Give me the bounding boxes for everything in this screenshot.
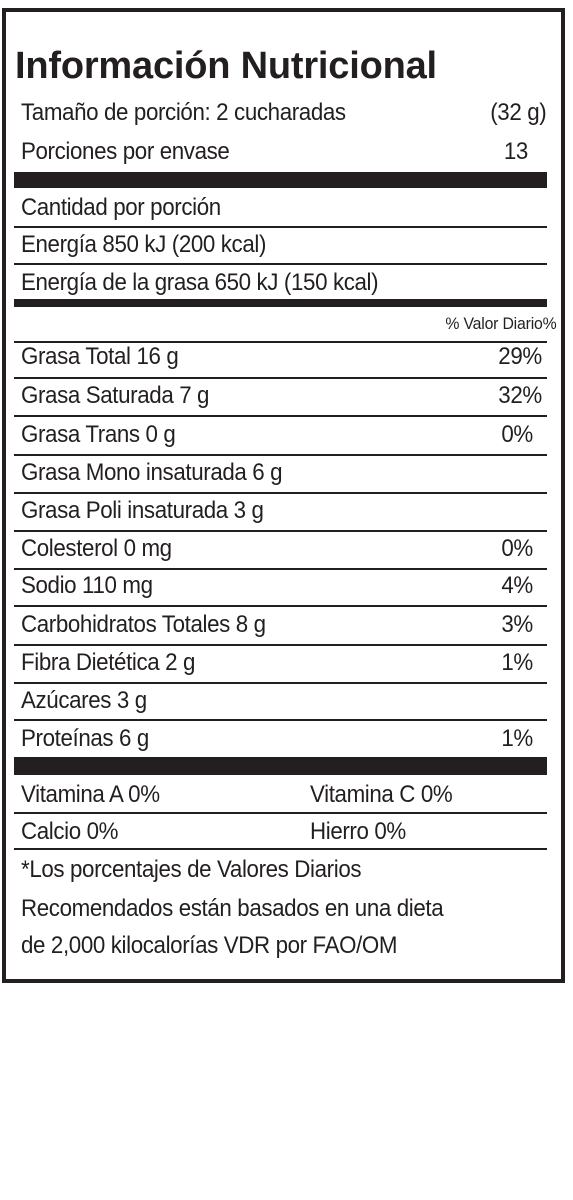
- nutrition-facts-label: [2, 8, 565, 983]
- footnote-line: de 2,000 kilocalorías VDR por FAO/OM: [21, 932, 398, 959]
- divider: [14, 454, 547, 456]
- divider: [14, 226, 547, 228]
- nutrient-name: Azúcares 3 g: [21, 687, 147, 714]
- nutrient-name: Sodio 110 mg: [21, 572, 153, 599]
- amount-per-serving: Cantidad por porción: [21, 194, 221, 221]
- footnote-line: Recomendados están basados en una dieta: [21, 895, 444, 922]
- energy-from-fat: Energía de la grasa 650 kJ (150 kcal): [21, 269, 379, 296]
- calcium: Calcio 0%: [21, 818, 119, 845]
- vitamin-c: Vitamina C 0%: [310, 781, 453, 808]
- divider: [14, 341, 547, 343]
- divider: [14, 605, 547, 607]
- divider: [14, 415, 547, 417]
- nutrient-daily-value: 1%: [501, 725, 533, 752]
- divider: [14, 848, 547, 850]
- thick-divider: [14, 757, 547, 775]
- nutrient-daily-value: 0%: [501, 535, 533, 562]
- nutrient-name: Carbohidratos Totales 8 g: [21, 611, 266, 638]
- nutrient-daily-value: 4%: [501, 572, 533, 599]
- nutrient-daily-value: 32%: [498, 382, 542, 409]
- nutrient-name: Grasa Saturada 7 g: [21, 382, 210, 409]
- divider: [14, 682, 547, 684]
- iron: Hierro 0%: [310, 818, 406, 845]
- nutrient-name: Grasa Total 16 g: [21, 343, 179, 370]
- nutrient-daily-value: 3%: [501, 611, 533, 638]
- nutrient-name: Proteínas 6 g: [21, 725, 149, 752]
- nutrient-name: Grasa Poli insaturada 3 g: [21, 497, 264, 524]
- nutrient-daily-value: 1%: [501, 649, 533, 676]
- serving-size-label: Tamaño de porción: 2 cucharadas: [21, 99, 346, 126]
- thick-divider: [14, 172, 547, 188]
- nutrient-name: Colesterol 0 mg: [21, 535, 172, 562]
- medium-divider: [14, 299, 547, 307]
- nutrient-name: Grasa Mono insaturada 6 g: [21, 459, 283, 486]
- divider: [14, 644, 547, 646]
- servings-per-container-label: Porciones por envase: [21, 138, 230, 165]
- energy: Energía 850 kJ (200 kcal): [21, 231, 267, 258]
- servings-per-container-value: 13: [503, 138, 528, 165]
- divider: [14, 568, 547, 570]
- footnote-line: *Los porcentajes de Valores Diarios: [21, 856, 362, 883]
- label-title: Información Nutricional: [15, 45, 437, 87]
- nutrient-daily-value: 29%: [498, 343, 542, 370]
- daily-value-header: % Valor Diario%: [445, 314, 557, 333]
- vitamin-a: Vitamina A 0%: [21, 781, 160, 808]
- nutrient-name: Grasa Trans 0 g: [21, 421, 176, 448]
- divider: [14, 812, 547, 814]
- divider: [14, 530, 547, 532]
- serving-size-value: (32 g): [489, 99, 546, 126]
- nutrient-name: Fibra Dietética 2 g: [21, 649, 196, 676]
- divider: [14, 719, 547, 721]
- nutrient-daily-value: 0%: [501, 421, 533, 448]
- divider: [14, 492, 547, 494]
- divider: [14, 263, 547, 265]
- divider: [14, 377, 547, 379]
